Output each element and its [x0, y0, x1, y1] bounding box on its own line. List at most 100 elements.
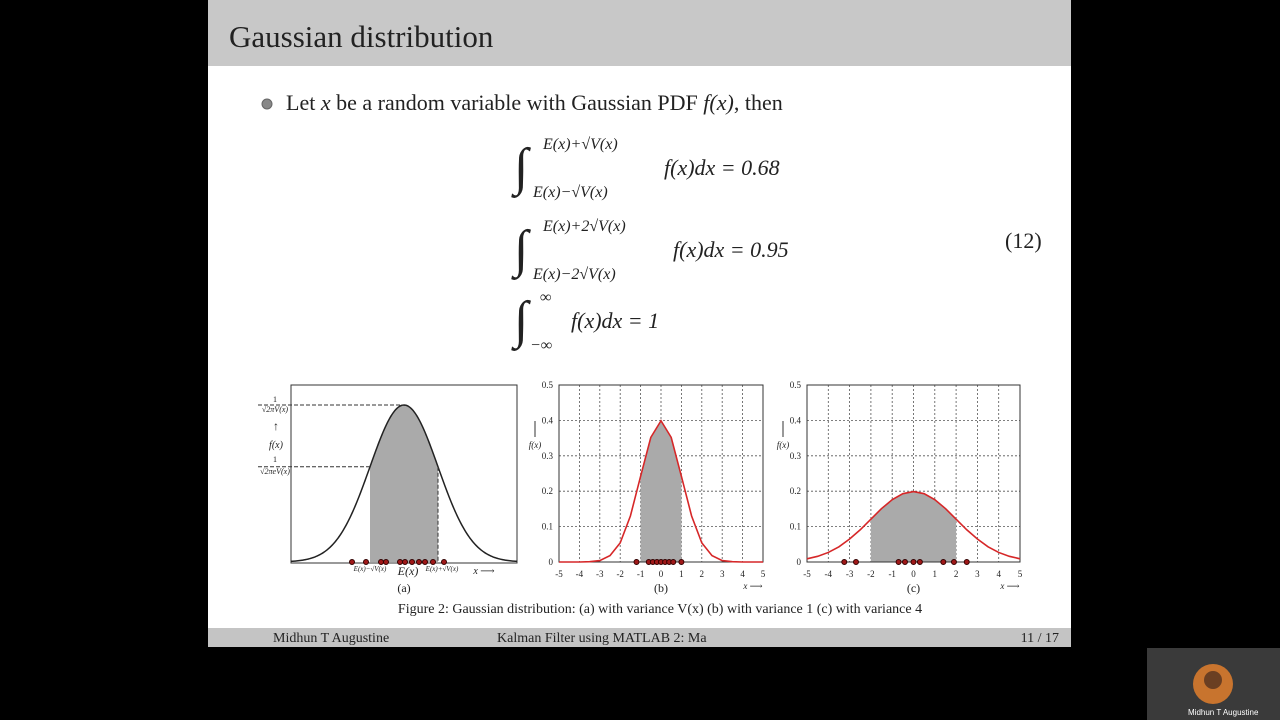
x-tick-label: 3 — [975, 569, 980, 579]
panel-a-label: E(x) — [397, 564, 419, 578]
x-tick-label: 5 — [1018, 569, 1023, 579]
sample-dot — [349, 559, 355, 565]
upper-limit: E(x)+√V(x) — [542, 136, 618, 153]
x-tick-label: -3 — [846, 569, 854, 579]
lower-limit: E(x)−2√V(x) — [532, 266, 616, 283]
sample-dot — [378, 559, 384, 565]
figure-caption: Figure 2: Gaussian distribution: (a) wit… — [398, 602, 922, 617]
sample-dot — [441, 559, 447, 565]
text: f(x) — [703, 90, 734, 115]
footer-page: 11 / 17 — [1021, 631, 1059, 646]
y-tick-label: 0 — [797, 557, 802, 567]
bullet-text: Let x be a random variable with Gaussian… — [286, 90, 783, 115]
x-tick-label: 0 — [911, 569, 916, 579]
sample-dot — [363, 559, 369, 565]
x-tick-label: -1 — [637, 569, 645, 579]
sample-dot — [383, 559, 389, 565]
footer-talk: Kalman Filter using MATLAB 2: Ma — [497, 631, 707, 646]
panel-a-label: √2πV(x) — [262, 405, 289, 414]
x-tick-label: 4 — [996, 569, 1001, 579]
x-tick-label: 3 — [720, 569, 725, 579]
y-tick-label: 0.5 — [790, 380, 802, 390]
x-tick-label: 2 — [700, 569, 705, 579]
footer-author: Midhun T Augustine — [273, 631, 389, 646]
panel-label: (b) — [654, 581, 668, 595]
sample-dot — [416, 559, 422, 565]
shaded-area — [640, 420, 682, 562]
sample-dot — [852, 559, 859, 565]
x-axis-label: x ⟶ — [999, 581, 1019, 591]
y-axis-label: f(x) — [777, 440, 790, 450]
sample-dot — [895, 559, 902, 565]
integral-sign: ∫ — [511, 292, 531, 351]
panel-a-label: 1 — [273, 455, 277, 464]
participant-name: Midhun T Augustine — [1188, 708, 1259, 717]
y-tick-label: 0.4 — [790, 415, 802, 425]
panel-a-label: √2πeV(x) — [260, 467, 290, 476]
pdf-curve — [806, 490, 1021, 560]
text: x — [320, 90, 331, 115]
x-tick-label: -3 — [596, 569, 604, 579]
y-tick-label: 0.2 — [790, 486, 801, 496]
integrand: f(x)dx = 0.68 — [664, 155, 780, 180]
y-tick-label: 0.3 — [790, 451, 802, 461]
y-axis-label: f(x) — [529, 440, 542, 450]
lower-limit: −∞ — [530, 337, 552, 354]
integrand: f(x)dx = 1 — [571, 308, 659, 333]
pdf-curve — [559, 419, 763, 563]
text: , then — [734, 90, 783, 115]
x-tick-label: -2 — [616, 569, 624, 579]
slide-title: Gaussian distribution — [229, 19, 494, 54]
x-tick-label: -5 — [555, 569, 563, 579]
y-tick-label: 0.4 — [542, 415, 554, 425]
sample-dot — [901, 559, 908, 565]
integrand: f(x)dx = 0.95 — [673, 237, 789, 262]
x-tick-label: -4 — [576, 569, 584, 579]
x-tick-label: 1 — [679, 569, 684, 579]
sample-dot — [670, 559, 677, 565]
sample-dot — [422, 559, 428, 565]
sample-dot — [402, 559, 408, 565]
panel-a-label: (a) — [397, 581, 410, 595]
title-bar — [208, 0, 1071, 66]
y-tick-label: 0.2 — [542, 486, 553, 496]
sample-dot — [841, 559, 848, 565]
text: be a random variable with Gaussian PDF — [331, 90, 704, 115]
x-tick-label: -2 — [867, 569, 875, 579]
x-tick-label: 0 — [659, 569, 664, 579]
equation-number: (12) — [1005, 228, 1042, 253]
panel-a-label: 1 — [273, 395, 277, 404]
panel-a-label: E(x)+√V(x) — [425, 565, 459, 573]
sample-dot — [910, 559, 917, 565]
y-tick-label: 0.1 — [542, 522, 553, 532]
panel-a-label: x ⟶ — [472, 566, 494, 577]
upper-limit: E(x)+2√V(x) — [542, 218, 626, 235]
y-tick-label: 0 — [549, 557, 554, 567]
y-tick-label: 0.5 — [542, 380, 554, 390]
lower-limit: E(x)−√V(x) — [532, 184, 608, 201]
x-axis-label: x ⟶ — [742, 581, 762, 591]
x-tick-label: -1 — [888, 569, 896, 579]
sample-dot — [633, 559, 640, 565]
sample-dot — [430, 559, 436, 565]
upper-limit: ∞ — [540, 289, 551, 306]
x-tick-label: 5 — [761, 569, 766, 579]
avatar-face — [1204, 671, 1222, 689]
x-tick-label: 2 — [954, 569, 959, 579]
bullet-dot — [261, 98, 273, 110]
sample-dot — [916, 559, 923, 565]
sample-dot — [963, 559, 970, 565]
sample-dot — [409, 559, 415, 565]
sample-dot — [940, 559, 947, 565]
sample-dot — [678, 559, 685, 565]
y-tick-label: 0.3 — [542, 451, 554, 461]
sample-dot — [950, 559, 957, 565]
footer-bar — [208, 628, 1071, 647]
shaded-area — [370, 405, 438, 562]
shaded-area — [870, 491, 957, 562]
x-tick-label: 4 — [740, 569, 745, 579]
text: Let — [286, 90, 321, 115]
integral-sign: ∫ — [511, 139, 531, 198]
